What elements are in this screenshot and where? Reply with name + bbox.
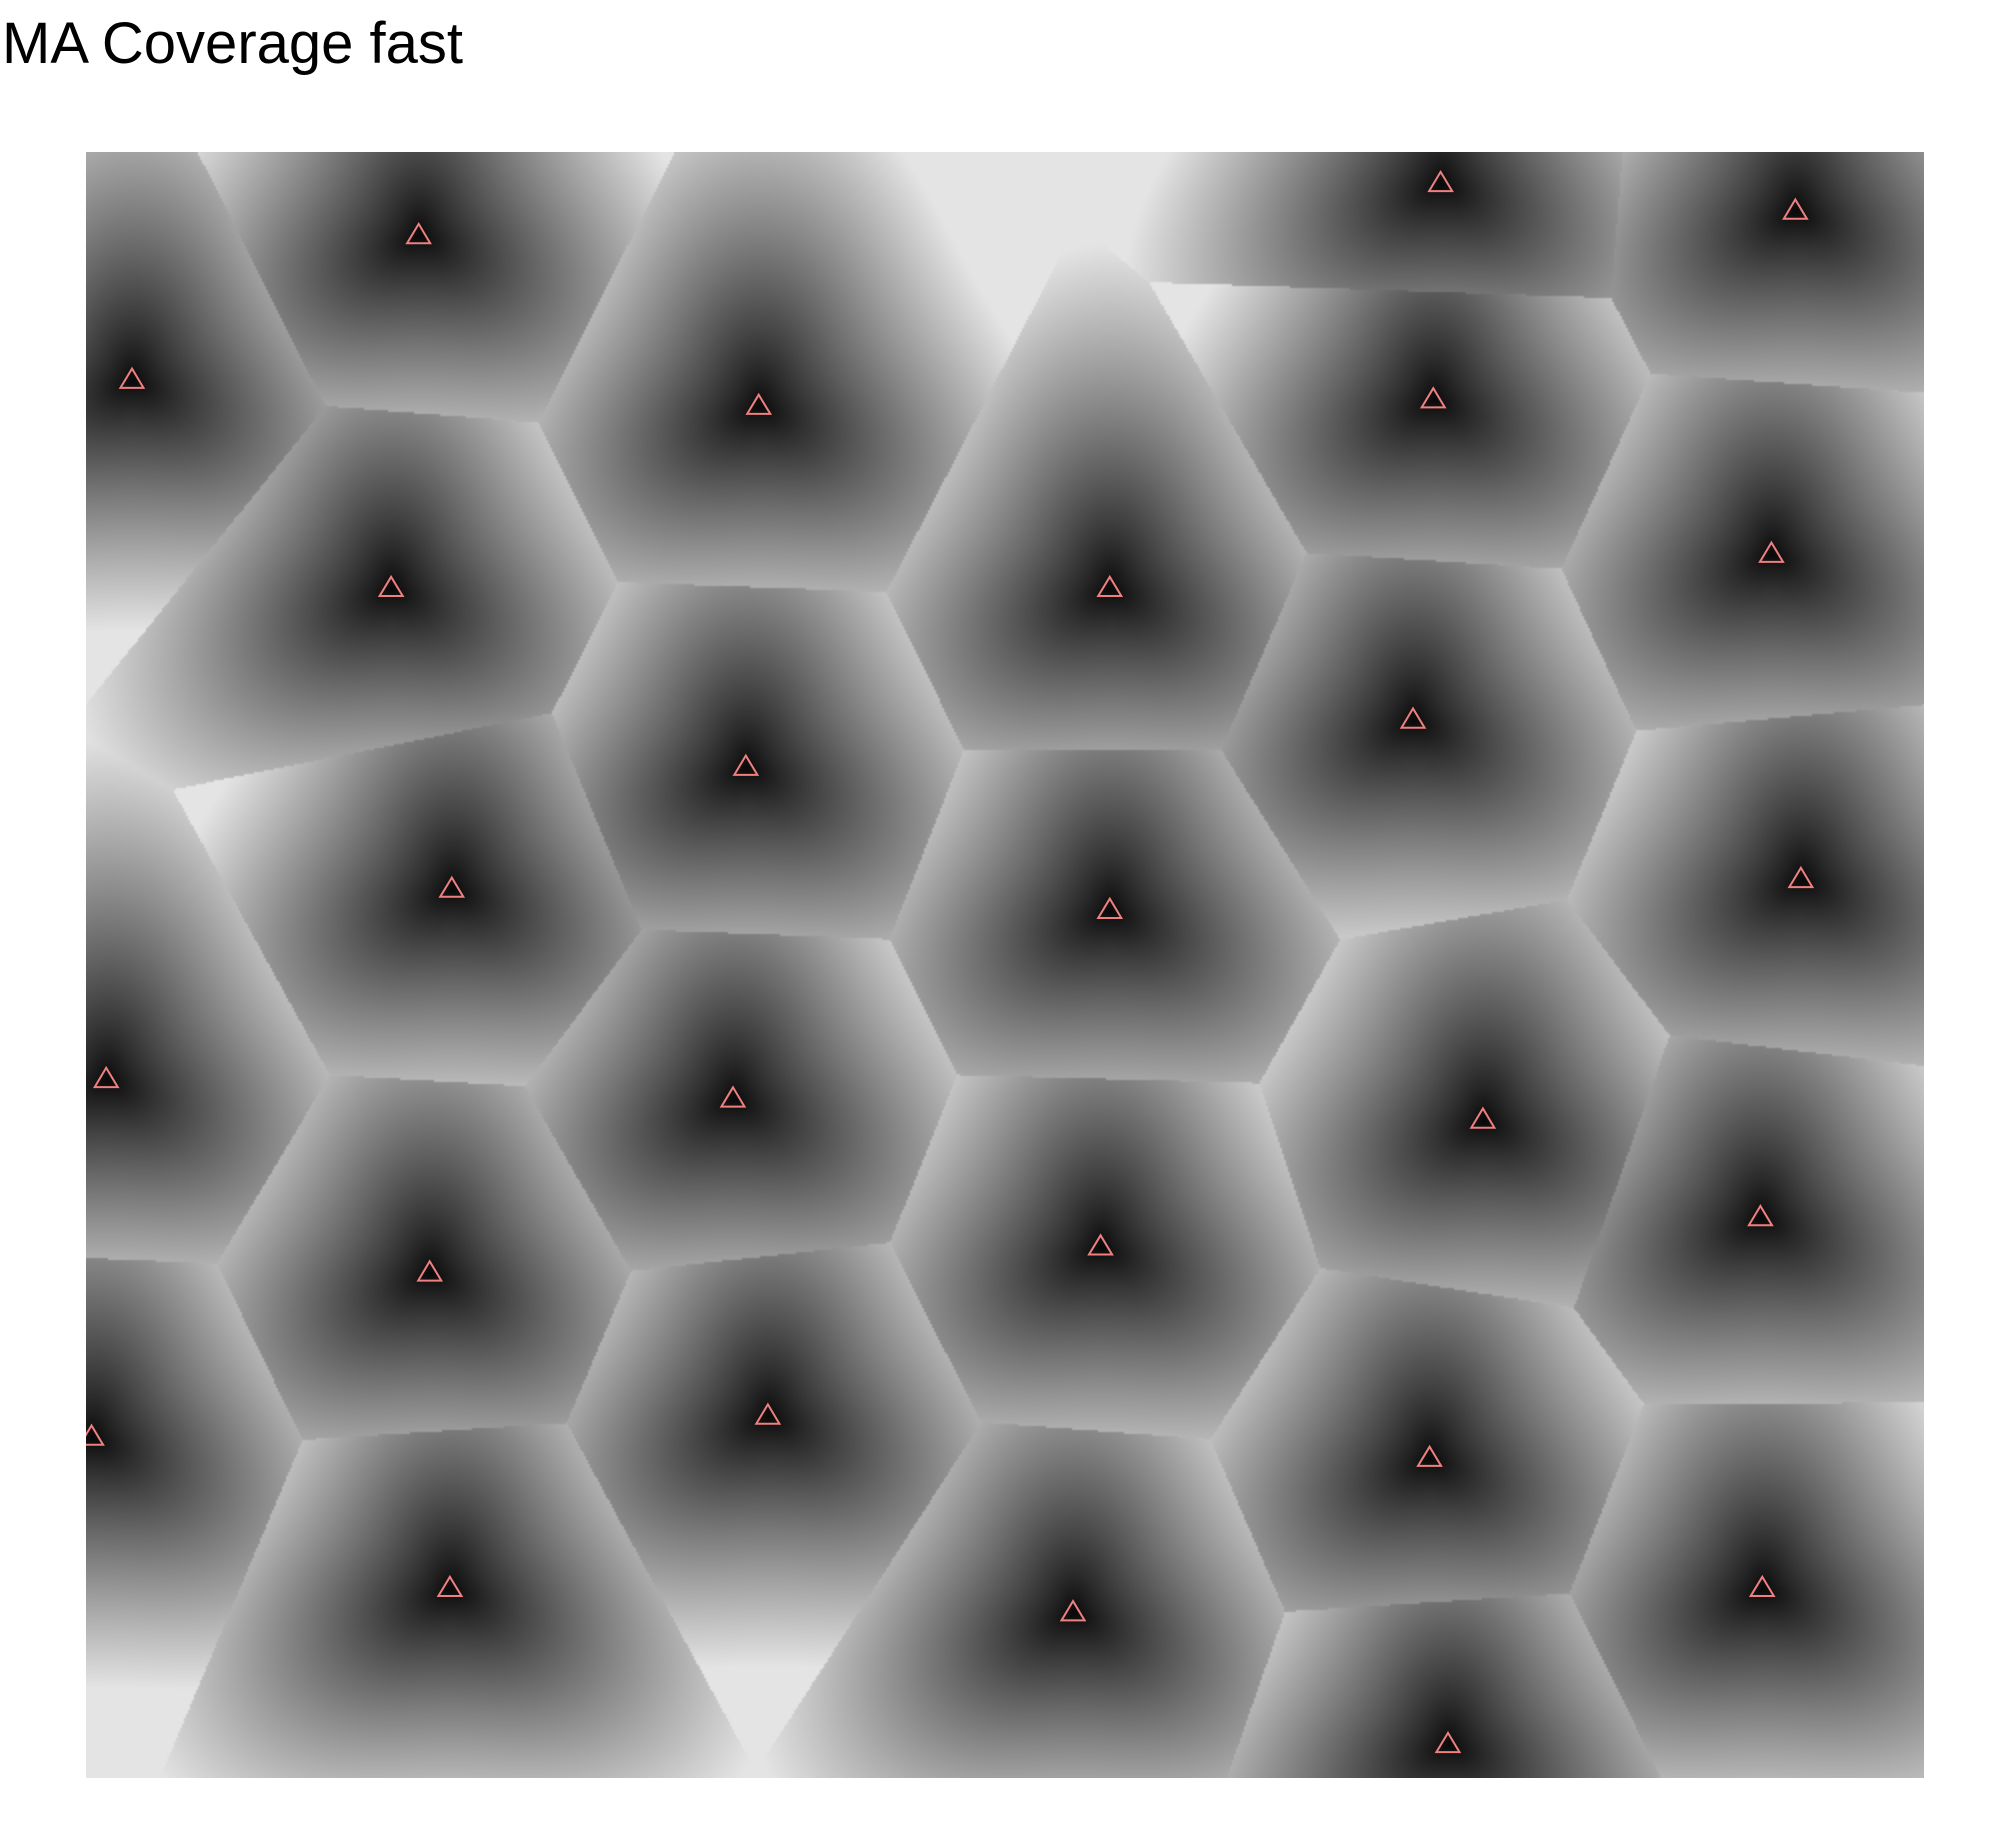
site-markers: [86, 169, 1815, 1754]
site-marker-26: [1748, 1574, 1776, 1597]
site-marker-19: [1087, 1233, 1114, 1256]
site-marker-17: [1469, 1106, 1497, 1129]
site-marker-21: [86, 1423, 105, 1446]
site-marker-7: [377, 574, 405, 597]
coverage-heatmap: [86, 152, 1924, 1778]
site-marker-10: [732, 753, 760, 776]
site-marker-24: [436, 1574, 464, 1597]
site-marker-13: [1096, 896, 1124, 919]
site-marker-5: [745, 392, 773, 415]
site-marker-6: [1419, 386, 1447, 409]
site-marker-20: [1747, 1204, 1774, 1227]
site-marker-11: [1399, 706, 1427, 729]
coverage-map: [86, 152, 1924, 1778]
plot-area: [86, 152, 1924, 1778]
site-marker-22: [754, 1402, 782, 1425]
site-marker-27: [1434, 1730, 1462, 1754]
site-marker-25: [1059, 1599, 1087, 1622]
site-marker-4: [118, 366, 146, 389]
site-marker-12: [438, 875, 466, 898]
site-marker-1: [405, 221, 432, 245]
site-marker-2: [1427, 169, 1454, 193]
site-marker-14: [1787, 865, 1815, 889]
chart-title: MA Coverage fast: [2, 11, 463, 76]
site-marker-8: [1096, 574, 1124, 597]
site-marker-18: [416, 1259, 444, 1282]
site-marker-16: [719, 1085, 747, 1108]
site-marker-15: [92, 1065, 120, 1089]
site-marker-3: [1782, 197, 1809, 220]
site-marker-23: [1416, 1444, 1443, 1467]
site-marker-9: [1758, 540, 1785, 563]
